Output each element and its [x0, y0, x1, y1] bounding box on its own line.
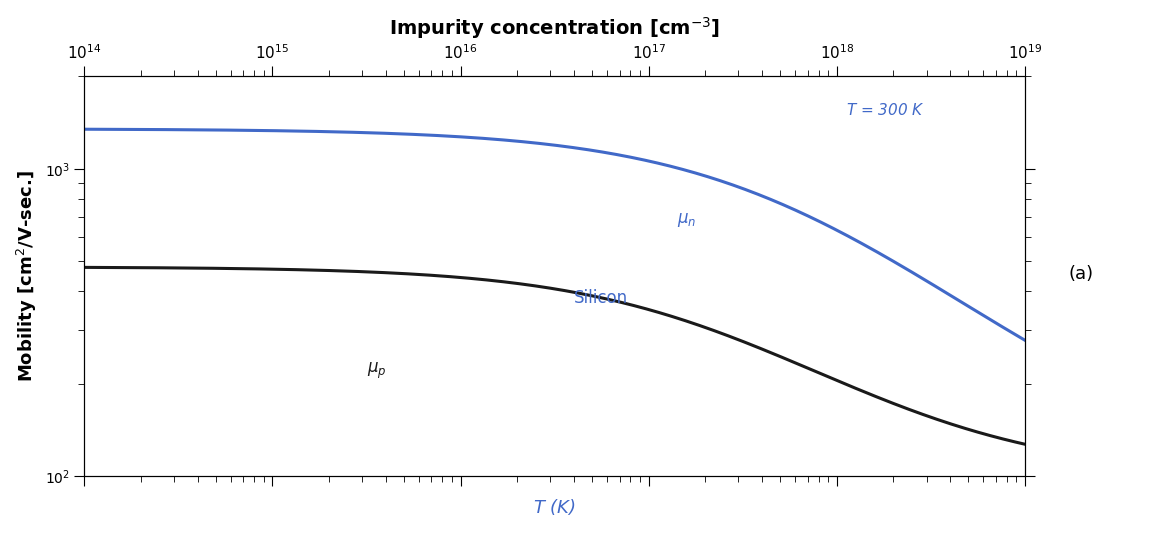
X-axis label: $T$ (K): $T$ (K)	[534, 496, 576, 517]
Y-axis label: Mobility [cm$^2$/V-sec.]: Mobility [cm$^2$/V-sec.]	[15, 170, 39, 382]
Text: $T$ = 300 K: $T$ = 300 K	[846, 102, 925, 118]
Text: (a): (a)	[1069, 265, 1094, 283]
Text: $\mu_p$: $\mu_p$	[367, 361, 387, 381]
Text: $\mu_n$: $\mu_n$	[677, 212, 696, 230]
X-axis label: Impurity concentration [cm$^{-3}$]: Impurity concentration [cm$^{-3}$]	[389, 15, 721, 41]
Text: Silicon: Silicon	[573, 289, 627, 307]
